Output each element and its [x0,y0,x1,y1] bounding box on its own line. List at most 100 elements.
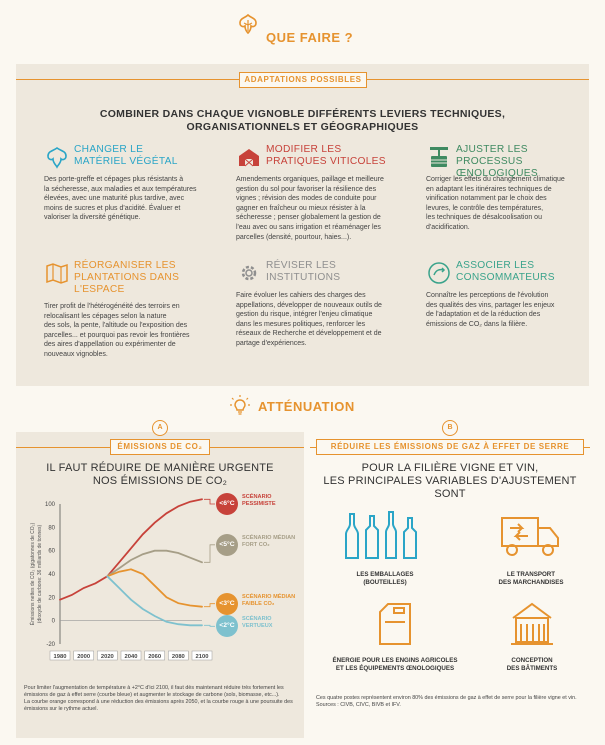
band-divider [367,79,589,80]
tile-title-line: ŒNOLOGIQUES [456,168,538,179]
ghg-reduction-panel: B RÉDUIRE LES ÉMISSIONS DE GAZ À EFFET D… [310,420,590,738]
variable-packaging: LES EMBALLAGES (BOUTEILLES) [330,510,440,587]
tile-title-line: RÉVISER LES [266,260,337,271]
bottles-icon [345,511,417,559]
y-tick-label: -20 [46,642,55,648]
main-title-row: QUE FAIRE ? [0,8,605,52]
emissions-band-label: ÉMISSIONS DE CO₂ [110,439,210,455]
chart-ylabel: Émissions nettes de CO₂ (gigatonnes de C… [29,522,43,625]
tile-text-line: vinification notamment par le choix des [426,195,547,203]
barn-icon [239,149,259,167]
tile-text-line: gestion du risque, intégrer l'enjeu clim… [236,311,373,319]
tile-title: RÉORGANISER LES PLANTATIONS DANS L'ESPAC… [74,260,179,296]
variable-label-line: LE TRANSPORT [506,571,556,578]
tile-text: Faire évoluer les cahiers des charges de… [236,291,382,349]
tile-text: Amendements organiques, paillage et meil… [236,175,384,242]
tile-title: ASSOCIER LES CONSOMMATEURS [456,260,555,284]
tile-text-line: levures, le contrôle des températures, [426,204,544,212]
map-icon [46,263,68,284]
tile-text-line: parcelles... et pourquoi pas revoir les … [44,331,190,339]
x-tick-label: 2040 [125,654,138,660]
tile-text-line: appellations, développer de nouveaux out… [236,301,382,309]
tile-text-line: réseaux de Recherche et développement et… [236,330,382,338]
x-tick-box [120,650,142,661]
tile-text-line: sécheresse ; penser globalement la gesti… [236,214,381,222]
y-tick-label: 20 [48,595,55,601]
band-divider [210,447,304,448]
variable-label: ÉNERGIE POUR LES ENGINS AGRICOLES ET LES… [310,657,480,673]
tile-text-line: nouveaux vignobles. [44,350,108,358]
tile-text-line: Des porte-greffe et cépages plus résista… [44,176,184,183]
variable-label: LES EMBALLAGES (BOUTEILLES) [330,571,440,587]
tile-text-line: partage d'expériences. [236,339,307,347]
x-tick-label: 2020 [101,654,114,660]
gear-icon [241,265,257,281]
scenario-bracket [204,498,215,505]
variable-transport: LE TRANSPORT DES MARCHANDISES [476,510,586,587]
y-axis-label: Émissions nettes de CO₂ (gigatonnes de C… [29,522,36,625]
tile-text-line: Faire évoluer les cahiers des charges de… [236,292,366,299]
footnote-line: Pour limiter l'augmentation de températu… [24,685,284,691]
tile-text-line: des sols, la pente, l'altitude ou l'expo… [44,322,188,330]
scenario-temperature-badge: <5°C [216,533,238,556]
tile-text-line: l'eau avec ou sans irrigation et réaména… [236,223,381,231]
variable-label-line: CONCEPTION [511,657,553,664]
badge-a: A [152,420,168,436]
tile-text-line: Corriger les effets du changement climat… [426,176,565,183]
tile-text-line: gagner en fraîcheur ou mieux résister à … [236,204,366,212]
y-tick-label: 80 [48,525,55,531]
tile-text-line: la sécheresse, aux maladies et aux tempé… [44,185,197,193]
tile-text-line: élevées, avec une maturité plus tardive,… [44,195,185,203]
variable-label-line: ET LES ÉQUIPEMENTS ŒNOLOGIQUES [335,665,455,672]
scenario-bracket [204,544,215,563]
series-line [106,575,203,627]
scenario-bracket [204,624,215,627]
series-line [106,568,203,608]
emissions-footnote: Pour limiter l'augmentation de températu… [24,685,304,713]
variable-label-line: DES MARCHANDISES [498,579,564,586]
tile-title: RÉVISER LES INSTITUTIONS [266,260,340,284]
footnote-line: Ces quatre postes représentent environ 8… [316,695,577,701]
tile-text: Tirer profit de l'hétérogénéité des terr… [44,302,190,360]
badge-b: B [442,420,458,436]
footnote-line: émissions de gaz à effet serre (courbe b… [24,692,280,698]
y-tick-label: 100 [45,502,56,508]
tile-title-line: PRATIQUES VITICOLES [266,156,386,167]
y-axis-label: (dioxyde de carbone: 36 milliards de ton… [37,524,43,623]
x-tick-box [49,650,71,661]
consumer-icon [428,262,450,284]
variable-label: LE TRANSPORT DES MARCHANDISES [476,571,586,587]
lightbulb-icon [230,395,250,415]
tile-text-line: d'acidification. [426,223,470,231]
x-tick-box [191,650,213,661]
emissions-chart: Émissions nettes de CO₂ (gigatonnes de C… [29,498,215,661]
variable-label-line: DES BÂTIMENTS [506,665,558,672]
x-tick-label: 2080 [172,654,185,660]
tile-title-line: AJUSTER LES PROCESSUS [456,144,528,167]
variable-label-line: ÉNERGIE POUR LES ENGINS AGRICOLES [332,657,458,664]
variable-label-line: (BOUTEILLES) [363,579,407,586]
tile-text-line: gestion du sol pour favoriser la résilie… [236,185,377,193]
tile-title-line: ASSOCIER LES [456,260,535,271]
variable-label-line: LES EMBALLAGES [356,571,414,578]
tile-text-line: les techniques de désalcoolisation ou [426,214,542,222]
footnote-line: émissions sur le rythme actuel. [24,706,98,712]
headline-line: COMBINER DANS CHAQUE VIGNOBLE DIFFÉRENTS… [99,108,506,120]
y-tick-label: 60 [48,549,55,555]
variable-label: CONCEPTION DES BÂTIMENTS [482,657,582,673]
tile-text-line: valoriser la diversité génétique. [44,214,141,222]
scenario-label: SCÉNARIO PESSIMISTE [242,494,276,507]
variable-energy: ÉNERGIE POUR LES ENGINS AGRICOLES ET LES… [310,598,480,673]
tile-title-line: CHANGER LE [74,144,144,155]
emissions-headline: IL FAUT RÉDUIRE DE MANIÈRE URGENTE NOS É… [26,462,294,488]
y-tick-label: 0 [52,619,56,625]
ghg-headline: POUR LA FILIÈRE VIGNE ET VIN, LES PRINCI… [310,462,590,501]
wine-press-icon [430,147,448,167]
chart-axes [59,504,202,644]
tile-text-line: dans les mesures politiques, renforcer l… [236,320,366,328]
building-icon [511,602,553,645]
scenario-temperature-badge: <2°C [216,615,238,638]
tile-text-line: moins de sucres et plus d'acidité. Évalu… [44,204,181,212]
grape-leaf-icon [239,13,257,35]
page-title: QUE FAIRE ? [266,30,354,45]
